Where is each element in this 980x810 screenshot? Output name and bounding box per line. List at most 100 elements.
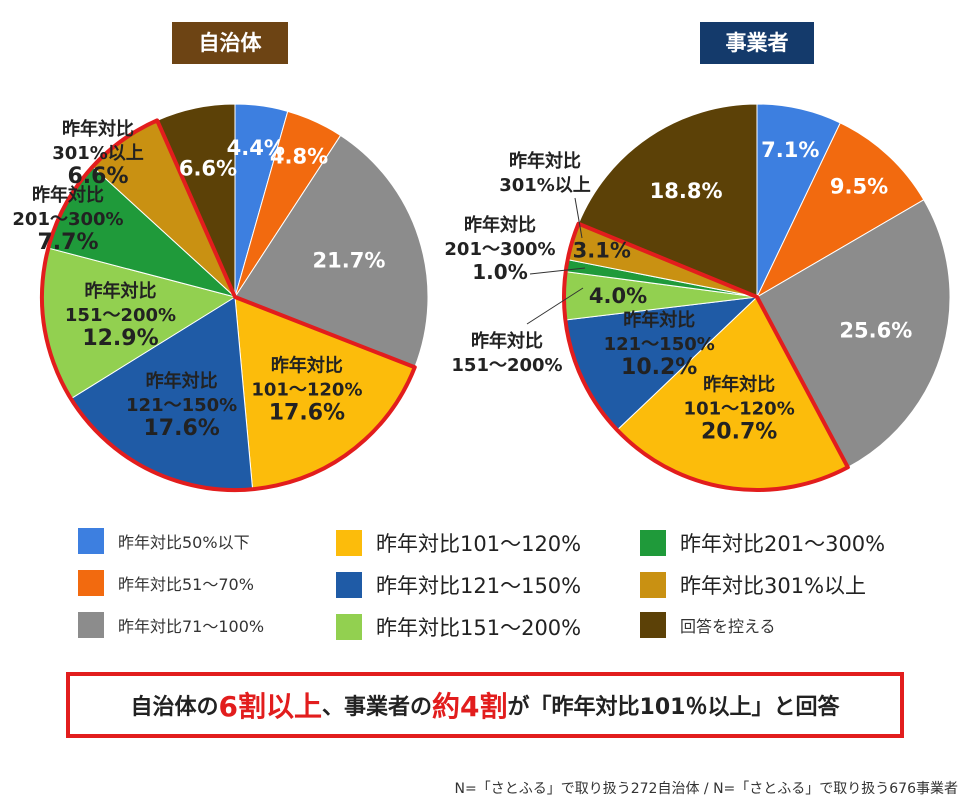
legend-label: 回答を控える (680, 617, 776, 636)
callout-line (526, 287, 584, 325)
legend-label: 昨年対比201〜300% (680, 532, 886, 556)
label-line: 昨年対比 (703, 374, 775, 396)
legend-label: 昨年対比121〜150% (376, 574, 582, 598)
slice-label: 4.4% (227, 136, 285, 160)
legend-label: 昨年対比101〜120% (376, 532, 582, 556)
legend-swatch (336, 572, 362, 598)
legend-swatch (640, 572, 666, 598)
label-line: 昨年対比 (509, 150, 581, 172)
label-line: 4.8% (270, 145, 328, 169)
label-line: 7.1% (761, 138, 819, 162)
pie-slice (234, 134, 429, 368)
slice-label: 昨年対比 201〜300% 7.7% (12, 184, 123, 255)
label-line: 151〜200% (65, 305, 176, 326)
slice-label: 9.5% (830, 174, 888, 198)
legend-swatch (78, 570, 104, 596)
legend-swatch (640, 530, 666, 556)
legend-label: 昨年対比151〜200% (376, 616, 582, 640)
slice-label: 4.0% (589, 284, 647, 308)
municipality-pie: 4.4%4.8%21.7%昨年対比 101〜120% 17.6%昨年対比 121〜15… (12, 103, 429, 492)
label-line: 9.5% (830, 174, 888, 198)
slice-label: 昨年対比 121〜150% 10.2% (604, 309, 715, 380)
slice-label: 昨年対比 151〜200% 12.9% (65, 280, 176, 351)
slice-label: 7.1% (761, 138, 819, 162)
summary-text-3: が「昨年対比101％以上」と回答 (507, 695, 840, 720)
label-line: 201〜300% (12, 209, 123, 230)
legend-swatch (640, 612, 666, 638)
pie-slice (756, 199, 951, 468)
label-line: 昨年対比 (84, 280, 156, 302)
legend-item-50-below: 昨年対比50%以下 (78, 528, 250, 554)
label-line: 21.7% (313, 249, 386, 273)
label-line: 1.0% (472, 260, 527, 284)
callout-line (529, 267, 586, 275)
label-line: 昨年対比 (623, 309, 695, 331)
label-line: 昨年対比 (464, 214, 536, 236)
pie-slice (755, 122, 925, 299)
label-line: 昨年対比 (32, 184, 104, 206)
slice-label: 4.8% (270, 145, 328, 169)
label-line: 18.8% (650, 179, 723, 203)
legend-label: 昨年対比51〜70% (118, 575, 254, 594)
legend-item-101-120: 昨年対比101〜120% (336, 528, 581, 558)
legend-item-71-100: 昨年対比71〜100% (78, 612, 264, 638)
callout-label: 昨年対比 151〜200% (451, 330, 562, 376)
slice-label: 昨年対比 101〜120% 20.7% (684, 374, 795, 445)
label-line: 201〜300% (444, 239, 555, 260)
slice-label: 3.1% (573, 238, 631, 262)
label-line: 17.6% (269, 401, 345, 426)
slice-label: 昨年対比 301%以上 6.6% (52, 118, 144, 189)
label-line: 昨年対比 (271, 355, 343, 377)
label-line: 101〜120% (684, 399, 795, 420)
label-line: 25.6% (839, 319, 912, 343)
label-line: 10.2% (621, 355, 697, 380)
summary-highlight-business: 約4割 (432, 690, 508, 723)
label-line: 6.6% (179, 157, 237, 181)
label-line: 20.7% (701, 420, 777, 445)
slice-label: 6.6% (179, 157, 237, 181)
label-line: 6.6% (67, 164, 128, 189)
legend-swatch (336, 614, 362, 640)
label-line: 7.7% (37, 230, 98, 255)
summary-highlight-municipality: 6割以上 (218, 690, 323, 723)
label-line: 3.1% (573, 238, 631, 262)
callout-line (574, 197, 583, 239)
label-line: 4.0% (589, 284, 647, 308)
pie-charts: 4.4%4.8%21.7%昨年対比 101〜120% 17.6%昨年対比 121〜15… (12, 103, 951, 492)
highlight-outline (40, 118, 417, 492)
legend-label: 昨年対比301%以上 (680, 574, 867, 598)
slice-label: 25.6% (839, 319, 912, 343)
slice-label: 18.8% (650, 179, 723, 203)
legend-item-151-200: 昨年対比151〜200% (336, 612, 581, 642)
legend-item-301-up: 昨年対比301%以上 (640, 570, 866, 600)
pie-slice (577, 103, 758, 298)
label-line: 昨年対比 (62, 118, 134, 140)
label-line: 301%以上 (52, 143, 144, 164)
label-line: 151〜200% (451, 355, 562, 376)
label-line: 4.4% (227, 136, 285, 160)
label-line: 昨年対比 (471, 330, 543, 352)
callout-label: 昨年対比 301%以上 (499, 150, 591, 196)
label-line: 昨年対比 (146, 370, 218, 392)
legend-label: 昨年対比50%以下 (118, 533, 250, 552)
business-pie: 7.1% 9.5% 25.6% 昨年対比 101〜120% 20.7% 昨年対比 121〜15… (444, 103, 951, 492)
slice-label: 昨年対比 101〜120% 17.6% (251, 355, 362, 426)
legend-label: 昨年対比71〜100% (118, 617, 265, 636)
label-line: 121〜150% (126, 395, 237, 416)
label-line: 17.6% (143, 416, 219, 441)
highlight-outline (562, 221, 850, 492)
chart-legend: 昨年対比50%以下 昨年対比51〜70% 昨年対比71〜100% 昨年対比101… (78, 528, 938, 648)
municipality-title: 自治体 (172, 22, 288, 64)
summary-text-1: 自治体の (130, 695, 219, 720)
callout-label: 昨年対比 201〜300% 1.0% (444, 214, 555, 284)
business-title: 事業者 (700, 22, 814, 64)
legend-item-121-150: 昨年対比121〜150% (336, 570, 581, 600)
legend-swatch (336, 530, 362, 556)
legend-item-no-answer: 回答を控える (640, 612, 776, 638)
label-line: 12.9% (82, 326, 158, 351)
legend-swatch (78, 612, 104, 638)
slice-label: 21.7% (313, 249, 386, 273)
legend-swatch (78, 528, 104, 554)
label-line: 121〜150% (604, 334, 715, 355)
legend-item-201-300: 昨年対比201〜300% (640, 528, 885, 558)
